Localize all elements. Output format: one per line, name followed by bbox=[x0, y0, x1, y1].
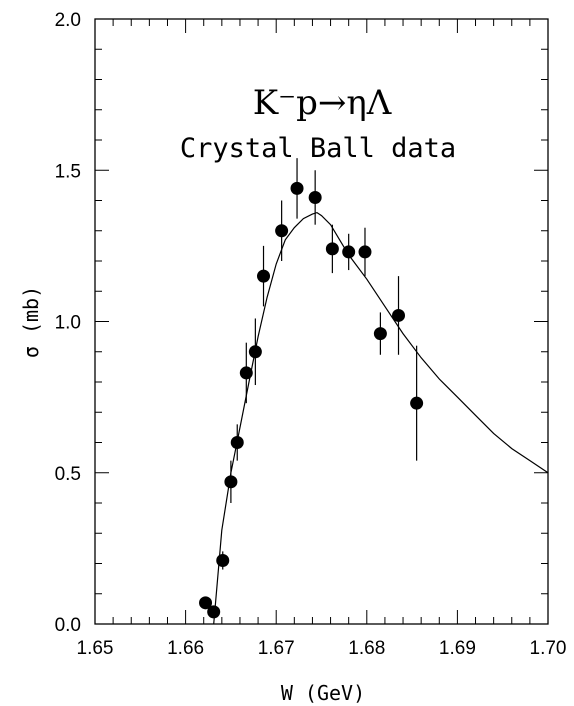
data-marker bbox=[410, 396, 424, 410]
data-point bbox=[325, 224, 339, 274]
data-marker bbox=[373, 327, 387, 341]
y-tick-label: 0.0 bbox=[55, 615, 81, 636]
data-point bbox=[230, 424, 244, 461]
data-point bbox=[257, 245, 271, 307]
data-marker bbox=[207, 605, 221, 619]
data-marker bbox=[224, 475, 238, 489]
data-marker bbox=[248, 345, 262, 359]
x-tick-label: 1.69 bbox=[439, 638, 476, 659]
x-tick-label: 1.68 bbox=[348, 638, 385, 659]
data-point bbox=[392, 276, 406, 355]
data-marker bbox=[392, 308, 406, 322]
fit-curve-layer bbox=[213, 211, 549, 625]
data-point bbox=[342, 233, 356, 271]
chart-subtitle: Crystal Ball data bbox=[180, 133, 456, 164]
data-marker bbox=[275, 224, 289, 238]
data-marker bbox=[216, 553, 230, 567]
y-tick-label: 1.0 bbox=[55, 313, 81, 334]
data-marker bbox=[290, 181, 304, 195]
x-tick-label: 1.67 bbox=[258, 638, 295, 659]
x-axis-label: W (GeV) bbox=[281, 681, 365, 705]
data-marker bbox=[358, 245, 372, 259]
data-point bbox=[224, 460, 238, 503]
data-point bbox=[358, 227, 372, 277]
y-tick-label: 1.5 bbox=[55, 161, 81, 182]
plot-frame bbox=[94, 18, 549, 625]
y-axis-label: σ (mb) bbox=[19, 286, 43, 358]
data-marker bbox=[342, 245, 356, 259]
tick-labels: 1.65 1.66 1.67 1.68 1.69 1.70 0.0 0.5 1.0 1.5 2.0 bbox=[55, 10, 567, 659]
data-marker bbox=[308, 190, 322, 204]
data-point bbox=[308, 170, 322, 225]
fit-curve bbox=[213, 211, 549, 625]
data-point bbox=[216, 551, 230, 570]
chart-title: K⁻p→ηΛ bbox=[253, 83, 392, 123]
data-point bbox=[373, 312, 387, 355]
y-tick-label: 2.0 bbox=[55, 10, 81, 31]
y-tick-label: 0.5 bbox=[55, 464, 81, 485]
data-marker bbox=[325, 242, 339, 256]
data-point bbox=[207, 605, 221, 619]
data-point bbox=[275, 200, 289, 261]
x-tick-label: 1.66 bbox=[167, 638, 204, 659]
data-points-layer bbox=[199, 158, 424, 619]
x-tick-label: 1.70 bbox=[530, 638, 567, 659]
data-point bbox=[290, 158, 304, 219]
data-point bbox=[248, 318, 262, 386]
data-marker bbox=[230, 436, 244, 449]
data-marker bbox=[257, 269, 271, 283]
x-tick-label: 1.65 bbox=[77, 638, 114, 659]
data-marker bbox=[239, 366, 253, 380]
data-marker bbox=[199, 596, 213, 610]
data-point bbox=[199, 596, 213, 610]
data-point bbox=[239, 342, 253, 404]
data-point bbox=[410, 345, 424, 461]
ticks-layer bbox=[94, 18, 549, 625]
